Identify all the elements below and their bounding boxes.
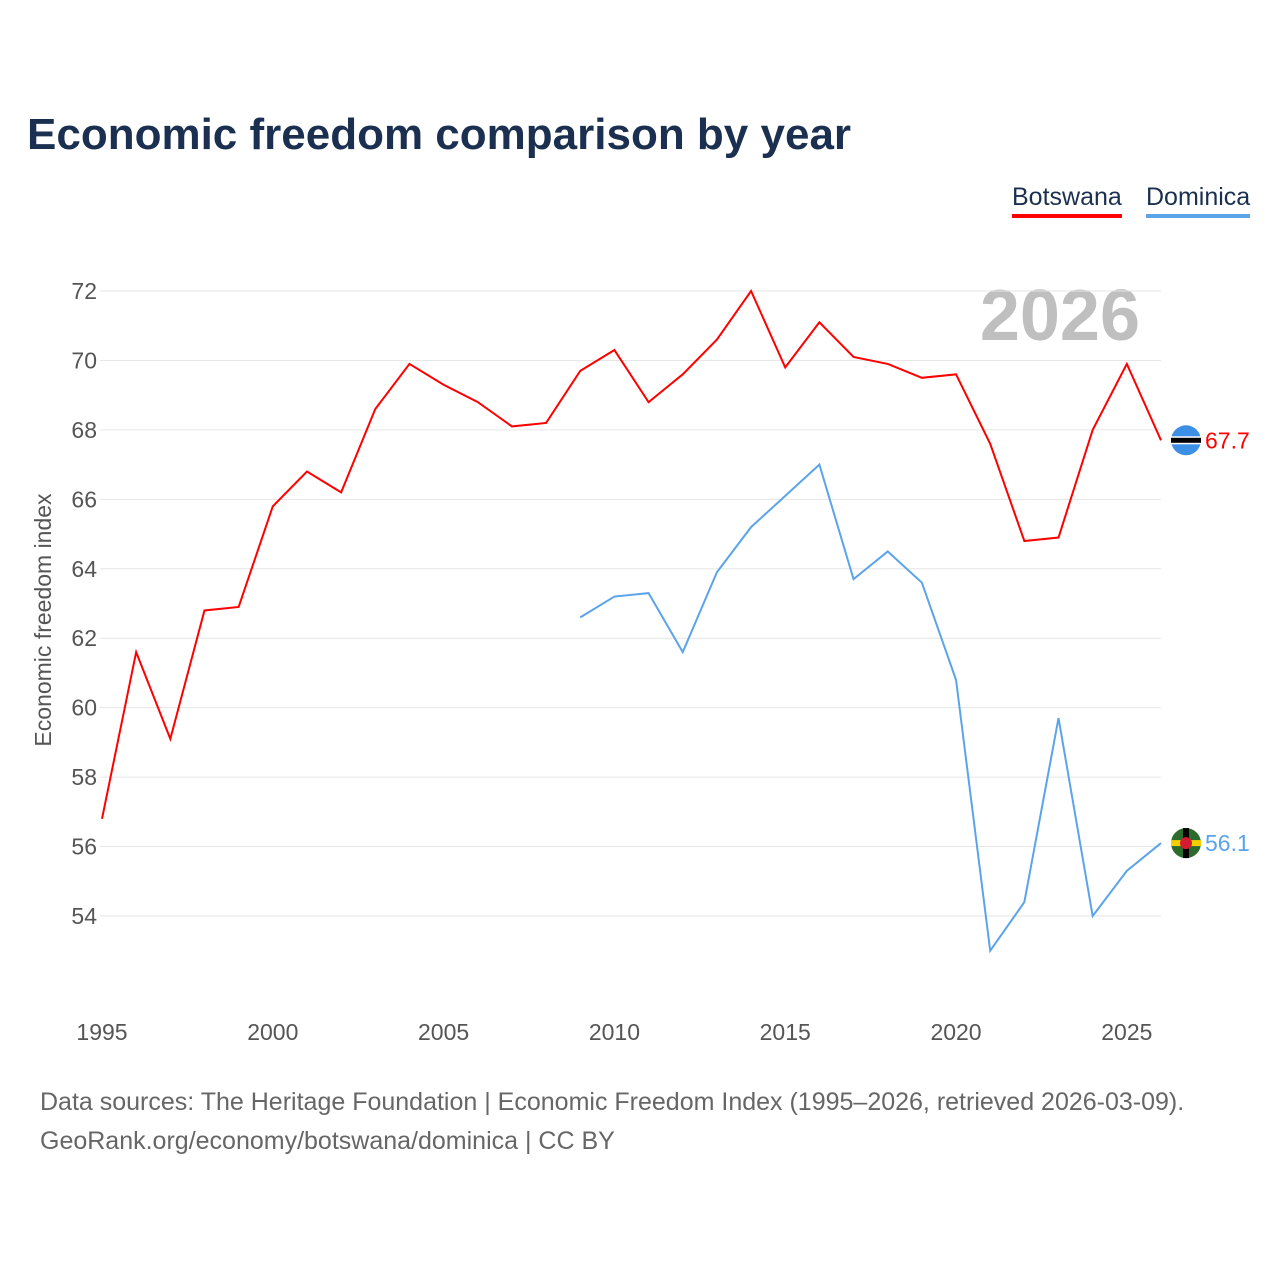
- series-line-botswana: [101, 288, 1162, 819]
- x-tick-label: 2010: [589, 1019, 640, 1045]
- footer-sources: Data sources: The Heritage Foundation | …: [40, 1088, 1185, 1116]
- y-tick-label: 68: [71, 417, 97, 443]
- y-tick-label: 64: [71, 556, 97, 582]
- series-line-dominica: [579, 462, 1162, 954]
- legend-botswana[interactable]: Botswana: [1012, 183, 1122, 218]
- x-tick-label: 2015: [760, 1019, 811, 1045]
- y-tick-label: 56: [71, 834, 97, 860]
- flag-stripe: [1171, 437, 1201, 443]
- end-value-label: 67.7: [1205, 427, 1250, 453]
- x-tick-label: 2000: [247, 1019, 298, 1045]
- y-axis-label: Economic freedom index: [30, 493, 56, 747]
- x-tick-label: 2005: [418, 1019, 469, 1045]
- y-tick-label: 62: [71, 625, 97, 651]
- x-tick-label: 2025: [1101, 1019, 1152, 1045]
- y-tick-label: 60: [71, 695, 97, 721]
- legend-dominica[interactable]: Dominica: [1146, 183, 1251, 218]
- year-watermark: 2026: [980, 276, 1140, 356]
- chart-title: Economic freedom comparison by year: [27, 110, 852, 159]
- end-value-label: 56.1: [1205, 830, 1250, 856]
- y-tick-label: 72: [71, 278, 97, 304]
- flag-icon-dominica: [1171, 828, 1201, 859]
- y-tick-label: 54: [71, 903, 97, 929]
- footer-credit: GeoRank.org/economy/botswana/dominica | …: [40, 1127, 615, 1155]
- y-tick-label: 58: [71, 764, 97, 790]
- x-tick-label: 2020: [930, 1019, 981, 1045]
- flag-icon-botswana: [1171, 425, 1201, 456]
- y-tick-label: 70: [71, 347, 97, 373]
- y-tick-label: 66: [71, 486, 97, 512]
- x-tick-label: 1995: [76, 1019, 127, 1045]
- flag-disc: [1180, 837, 1192, 850]
